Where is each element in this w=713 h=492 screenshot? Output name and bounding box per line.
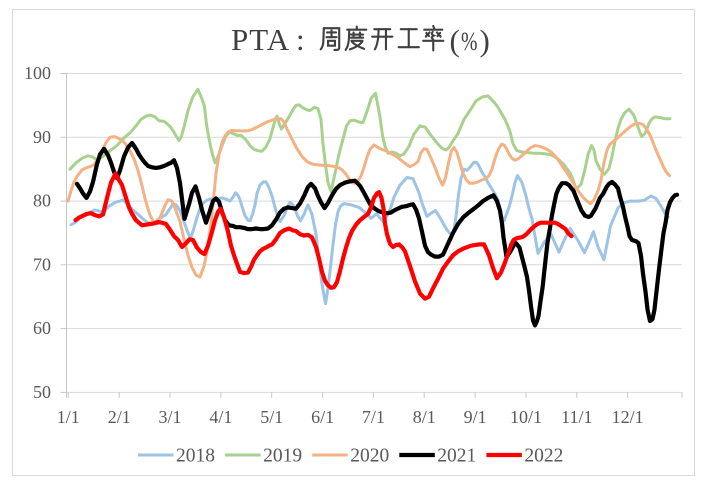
svg-text:5/1: 5/1 (260, 407, 283, 427)
svg-text:80: 80 (33, 191, 51, 211)
svg-text:11/1: 11/1 (561, 407, 592, 427)
svg-text:(: ( (450, 23, 460, 58)
svg-text:90: 90 (33, 127, 51, 147)
svg-text:3/1: 3/1 (158, 407, 181, 427)
svg-text:7/1: 7/1 (362, 407, 385, 427)
svg-text:6/1: 6/1 (311, 407, 334, 427)
svg-text:1/1: 1/1 (57, 407, 80, 427)
svg-text:100: 100 (24, 63, 51, 83)
svg-text:9/1: 9/1 (464, 407, 487, 427)
svg-text::: : (296, 22, 306, 57)
svg-text:2022: 2022 (524, 446, 563, 467)
svg-text:8/1: 8/1 (413, 407, 436, 427)
svg-text:4/1: 4/1 (209, 407, 232, 427)
svg-text:60: 60 (33, 318, 51, 338)
svg-text:12/1: 12/1 (612, 407, 644, 427)
svg-text:2018: 2018 (176, 446, 215, 467)
svg-text:2/1: 2/1 (108, 407, 131, 427)
svg-text:70: 70 (33, 254, 51, 274)
svg-text:PTA: PTA (231, 22, 290, 57)
svg-text:50: 50 (33, 382, 51, 402)
svg-text:2020: 2020 (350, 446, 389, 467)
svg-text:%: % (461, 27, 478, 56)
svg-text:2021: 2021 (437, 446, 476, 467)
svg-text:): ) (480, 23, 490, 58)
svg-text:2019: 2019 (263, 446, 302, 467)
svg-text:10/1: 10/1 (510, 407, 542, 427)
